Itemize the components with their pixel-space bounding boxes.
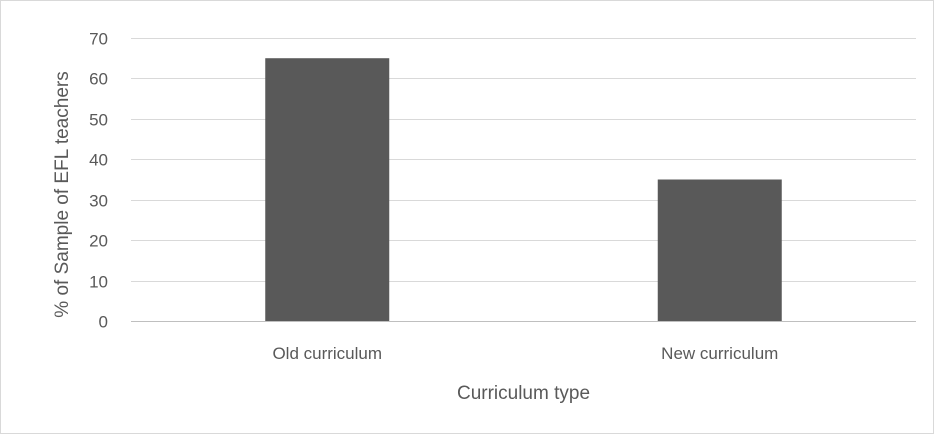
y-tick-label: 10 [89, 273, 108, 292]
y-axis-title: % of Sample of EFL teachers [52, 71, 73, 317]
y-tick-label: 20 [89, 232, 108, 251]
x-tick-label: Old curriculum [272, 344, 382, 363]
y-tick-label: 0 [99, 313, 108, 332]
gridlines [131, 38, 916, 322]
x-tick-label: New curriculum [661, 344, 778, 363]
x-axis-tick-labels: Old curriculum New curriculum [272, 344, 778, 363]
y-tick-label: 30 [89, 192, 108, 211]
bar-old-curriculum [265, 58, 390, 321]
bars [265, 58, 782, 321]
y-tick-label: 40 [89, 151, 108, 170]
y-tick-label: 50 [89, 111, 108, 130]
y-tick-label: 70 [89, 30, 108, 49]
x-axis-title: Curriculum type [457, 383, 590, 404]
y-tick-label: 60 [89, 70, 108, 89]
y-axis-tick-labels: 0 10 20 30 40 50 60 70 [89, 30, 108, 332]
bar-new-curriculum [657, 179, 782, 321]
